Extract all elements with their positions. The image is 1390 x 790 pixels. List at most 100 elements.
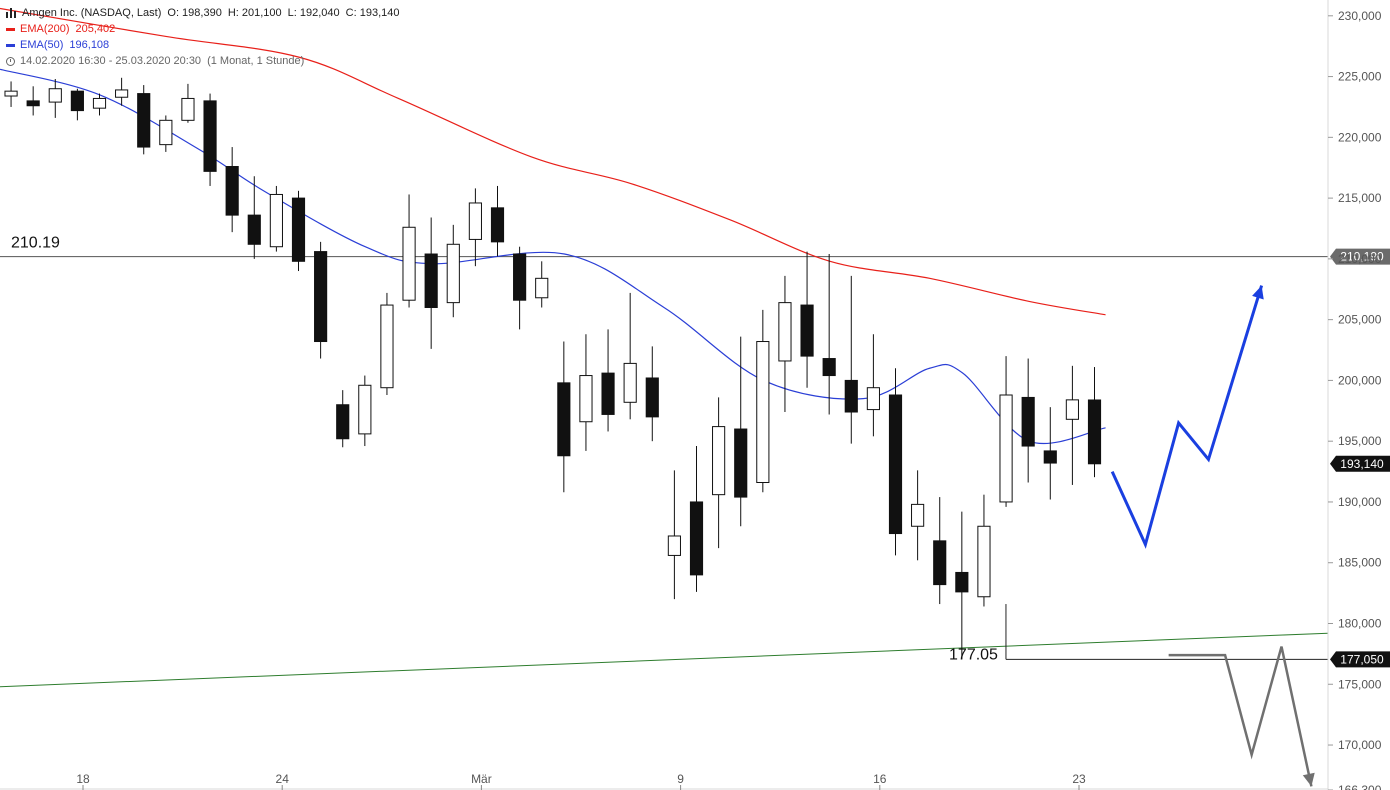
candle-up	[1065, 399, 1079, 420]
candlestick-icon	[6, 8, 16, 18]
candle-down	[1087, 399, 1102, 465]
candle-down	[225, 166, 239, 216]
level-badge	[1330, 651, 1390, 668]
interval-label: (1 Monat, 1 Stunde)	[207, 55, 305, 67]
candle-up	[380, 304, 394, 389]
candle-down	[247, 214, 261, 245]
candle-down	[844, 379, 858, 413]
level-label: 210.19	[11, 235, 60, 252]
level-label: 177.05	[949, 646, 998, 663]
x-tick-label: 16	[873, 772, 887, 786]
ema50-line	[0, 68, 1106, 445]
price-axis: 230,000 225,000 220,000 215,000 210,000 205,0…	[1327, 0, 1382, 790]
scenario-arrows	[1110, 285, 1315, 787]
y-tick-label: 170,000	[1338, 738, 1382, 752]
y-tick-label: 166,300	[1338, 783, 1382, 790]
x-tick-label: 23	[1072, 772, 1086, 786]
candle-down	[955, 571, 969, 593]
level-badge	[1330, 248, 1390, 265]
candle-down	[557, 382, 571, 457]
ema200-swatch	[6, 27, 15, 31]
y-tick-label: 215,000	[1338, 191, 1382, 205]
candle-down	[137, 93, 151, 148]
candle-up	[115, 89, 129, 98]
last-price-text: 193,140	[1340, 457, 1384, 471]
date-range: 14.02.2020 16:30 - 25.03.2020 20:30	[20, 55, 202, 67]
candle-down	[933, 540, 947, 586]
bullish-scenario-arrow-line	[1110, 285, 1264, 549]
candle-up	[48, 88, 62, 103]
candle-down	[888, 394, 903, 535]
candle-up	[468, 202, 482, 240]
candle-up	[667, 535, 681, 556]
candle-down	[734, 428, 748, 498]
candle-up	[999, 394, 1013, 503]
x-tick-label: Mär	[471, 772, 492, 786]
candle-up	[911, 503, 925, 527]
ema200-value: 205,402	[75, 23, 116, 35]
bullish-scenario-arrow-head	[1252, 285, 1264, 300]
candle-down	[822, 358, 836, 377]
y-tick-label: 185,000	[1338, 556, 1382, 570]
clock-icon	[6, 56, 15, 66]
y-tick-label: 180,000	[1338, 616, 1382, 630]
candle-down	[70, 90, 84, 112]
instrument-title: Amgen Inc. (NASDAQ, Last)	[22, 7, 162, 19]
candlesticks	[4, 77, 1102, 660]
candle-up	[623, 362, 637, 403]
candle-down	[291, 197, 306, 262]
candle-down	[601, 372, 615, 415]
high-value: H: 201,100	[227, 7, 282, 19]
green-trendline	[0, 632, 1329, 688]
time-axis: 18 24 Mär 9 16 23	[0, 772, 1328, 790]
x-tick-label: 9	[677, 772, 684, 786]
ema50-label: EMA(50)	[20, 39, 64, 51]
ema50-swatch	[6, 43, 15, 47]
close-value: C: 193,140	[345, 7, 400, 19]
candle-up	[181, 97, 195, 121]
candle-down	[490, 207, 505, 243]
candle-down	[336, 404, 350, 440]
support-trendline	[0, 632, 1329, 688]
candle-up	[756, 341, 770, 484]
candle-down	[800, 304, 814, 357]
candle-up	[159, 119, 173, 146]
legend-range-row: 14.02.2020 16:30 - 25.03.2020 20:30 (1 M…	[6, 53, 399, 69]
y-tick-label: 230,000	[1338, 9, 1382, 23]
candle-up	[4, 90, 18, 97]
candle-down	[1043, 450, 1057, 464]
candle-up	[866, 387, 880, 411]
candle-up	[712, 426, 726, 496]
open-value: O: 198,390	[167, 7, 222, 19]
y-tick-label: 220,000	[1338, 130, 1382, 144]
ema-lines	[0, 7, 1106, 445]
low-value: L: 192,040	[287, 7, 340, 19]
ema200-label: EMA(200)	[20, 23, 70, 35]
ema50-value: 196,108	[69, 39, 110, 51]
chart-legend: Amgen Inc. (NASDAQ, Last) O: 198,390 H: …	[6, 5, 399, 69]
candle-up	[535, 277, 549, 299]
candle-down	[314, 251, 328, 343]
candle-up	[446, 243, 460, 304]
candle-up	[92, 97, 107, 109]
candle-down	[689, 501, 704, 576]
level-badge-text: 210,190	[1340, 250, 1384, 264]
candle-up	[269, 193, 283, 248]
x-tick-label: 18	[76, 772, 90, 786]
last-price-badge	[1330, 455, 1390, 472]
y-tick-label: 200,000	[1338, 373, 1382, 387]
legend-ema50-row: EMA(50) 196,108	[6, 37, 399, 53]
y-tick-label: 205,000	[1338, 313, 1382, 327]
candle-down	[424, 253, 438, 308]
y-tick-label: 190,000	[1338, 495, 1382, 509]
candle-down	[645, 377, 659, 418]
candle-up	[579, 375, 593, 423]
level-badge-text: 177,050	[1340, 652, 1384, 666]
candle-up	[402, 226, 416, 301]
candle-up	[778, 302, 792, 362]
price-levels: 210.19 210,190 177.05 177,050 193,140	[0, 235, 1390, 668]
candle-up	[358, 384, 372, 435]
legend-title-row: Amgen Inc. (NASDAQ, Last) O: 198,390 H: …	[6, 5, 399, 21]
ema200-line	[0, 7, 1106, 316]
